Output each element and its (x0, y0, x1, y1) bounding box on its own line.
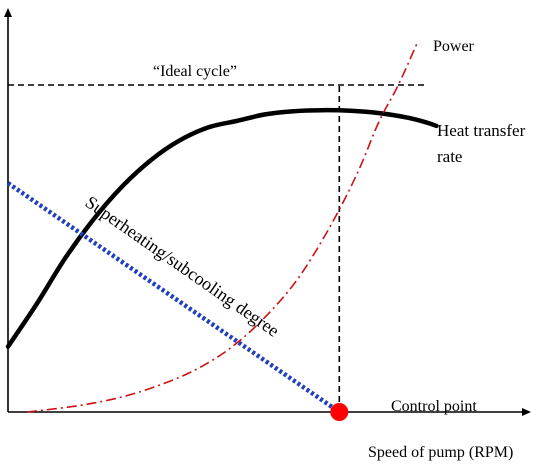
heat-transfer-label-line2: rate (437, 147, 462, 166)
series-line-heat-transfer-rate (5, 107, 439, 349)
series-line-superheating-subcooling-degree (6, 181, 341, 414)
series-lines (5, 42, 439, 414)
series-line-power (26, 42, 419, 413)
point-control-point (330, 403, 349, 421)
power-label: Power (433, 38, 475, 55)
x-axis-title: Speed of pump (RPM) (368, 444, 513, 461)
ideal-cycle-label: “Ideal cycle” (153, 63, 237, 80)
superheating-label: Superheating/subcooling degree (82, 192, 283, 341)
reference-lines (8, 84, 427, 412)
control-point-label: Control point (391, 398, 477, 415)
heat-transfer-label-line1: Heat transfer (437, 121, 526, 140)
data-points (330, 403, 349, 421)
